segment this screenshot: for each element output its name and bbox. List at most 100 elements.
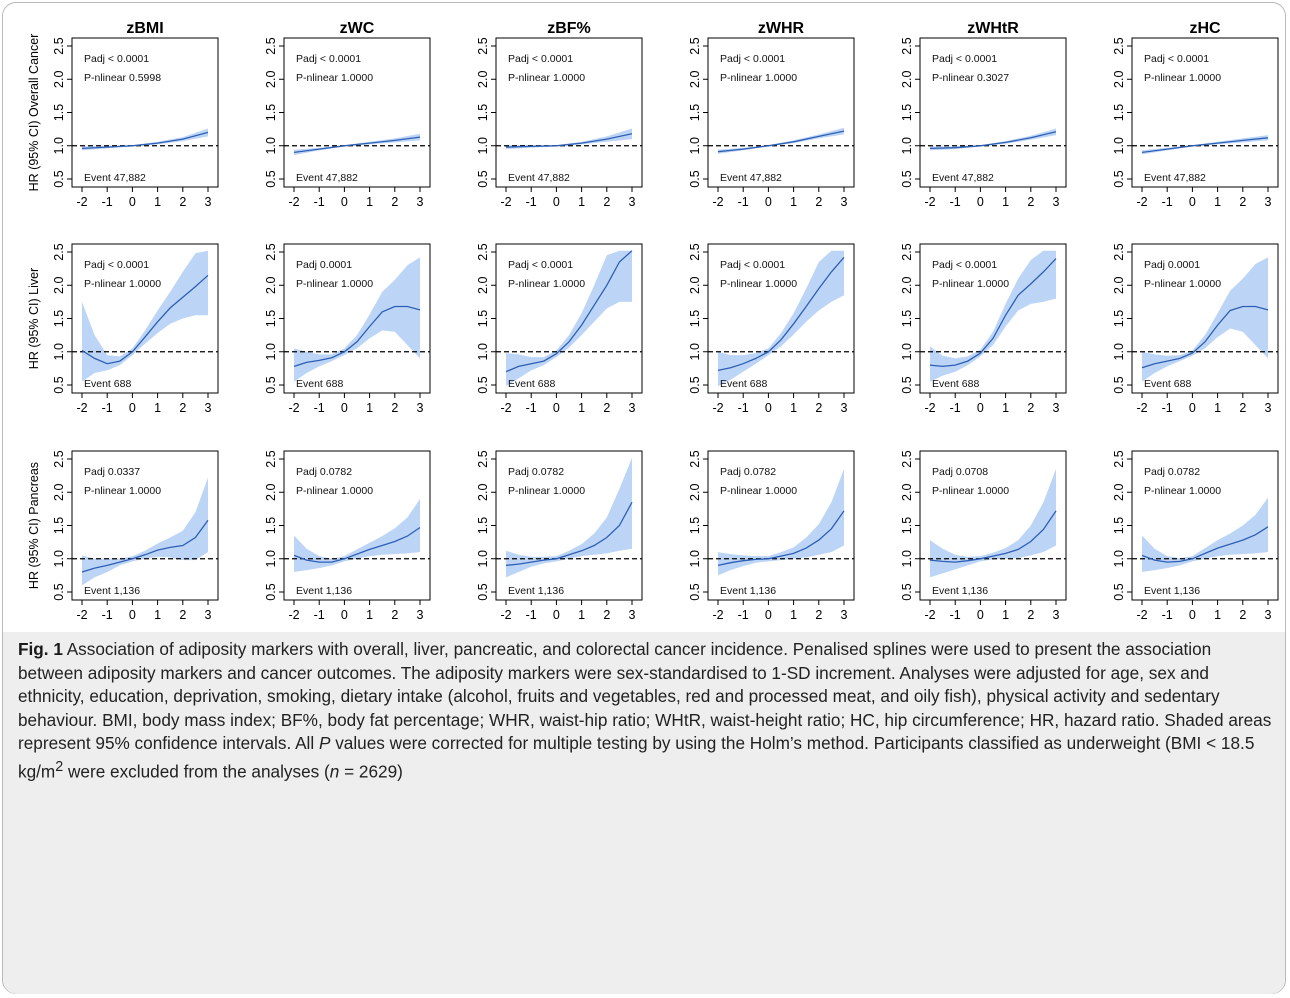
x-tick-label: 2 — [1239, 401, 1246, 415]
column-title: zBF% — [547, 20, 591, 37]
y-tick-label: 2.5 — [1112, 37, 1126, 54]
event-label: Event 47,882 — [720, 172, 782, 184]
x-tick-label: -2 — [1136, 608, 1147, 622]
caption-text-1: Association of adiposity markers with ov… — [18, 639, 1272, 753]
y-tick-label: 2.5 — [264, 37, 278, 54]
y-tick-label: 1.0 — [476, 137, 490, 154]
x-tick-label: 2 — [1027, 608, 1034, 622]
confidence-band — [294, 257, 420, 382]
spline-line — [717, 256, 845, 372]
plinear-label: P-nlinear 1.0000 — [508, 485, 585, 497]
y-tick-label: 2.5 — [52, 37, 66, 54]
x-tick-label: 2 — [1239, 195, 1246, 209]
x-tick-label: 0 — [129, 195, 136, 209]
event-label: Event 47,882 — [508, 172, 570, 184]
x-tick-label: -2 — [712, 608, 723, 622]
x-tick-label: 2 — [815, 195, 822, 209]
y-tick-label: 0.5 — [688, 583, 702, 600]
y-tick-label: 2.5 — [476, 243, 490, 260]
event-label: Event 47,882 — [932, 172, 994, 184]
y-tick-label: 0.5 — [688, 376, 702, 393]
y-tick-label: 1.5 — [900, 517, 914, 534]
y-tick-label: 2.0 — [476, 71, 490, 88]
y-tick-label: 0.5 — [900, 170, 914, 187]
x-tick-label: 2 — [603, 401, 610, 415]
panel-plot-area — [708, 127, 854, 154]
x-tick-label: 0 — [553, 195, 560, 209]
y-tick-label: 2.5 — [476, 450, 490, 467]
event-label: Event 1,136 — [720, 585, 776, 597]
x-tick-label: 1 — [578, 401, 585, 415]
x-tick-label: -1 — [314, 195, 325, 209]
y-tick-label: 2.0 — [264, 484, 278, 501]
y-tick-label: 0.5 — [52, 170, 66, 187]
x-tick-label: -2 — [288, 195, 299, 209]
x-tick-label: 3 — [629, 195, 636, 209]
x-tick-label: -2 — [924, 195, 935, 209]
spline-line — [81, 519, 209, 573]
padj-label: Padj 0.0782 — [296, 466, 352, 478]
panel-plot-area — [920, 128, 1066, 151]
caption-p-italic: P — [318, 733, 331, 753]
x-tick-label: 2 — [815, 608, 822, 622]
y-tick-label: 1.5 — [264, 517, 278, 534]
confidence-band — [718, 250, 844, 387]
plinear-label: P-nlinear 1.0000 — [1144, 485, 1221, 497]
x-tick-label: 1 — [578, 608, 585, 622]
padj-label: Padj 0.0708 — [932, 466, 988, 478]
x-tick-label: 3 — [417, 401, 424, 415]
panel-plot-area — [72, 128, 218, 151]
x-tick-label: 2 — [1027, 195, 1034, 209]
x-tick-label: -1 — [950, 608, 961, 622]
event-label: Event 688 — [84, 378, 131, 390]
x-tick-label: 0 — [765, 401, 772, 415]
x-tick-label: 3 — [629, 608, 636, 622]
x-tick-label: -1 — [102, 608, 113, 622]
x-tick-label: -1 — [1162, 401, 1173, 415]
y-tick-label: 1.0 — [264, 550, 278, 567]
padj-label: Padj 0.0001 — [1144, 259, 1200, 271]
y-tick-label: 1.5 — [52, 310, 66, 327]
y-tick-label: 0.5 — [264, 170, 278, 187]
y-tick-label: 1.0 — [52, 343, 66, 360]
panel-plot-area — [1132, 257, 1278, 382]
x-tick-label: 1 — [578, 195, 585, 209]
x-tick-label: 0 — [341, 608, 348, 622]
x-tick-label: 1 — [1214, 608, 1221, 622]
plinear-label: P-nlinear 0.3027 — [932, 72, 1009, 84]
x-tick-label: 1 — [154, 608, 161, 622]
plinear-label: P-nlinear 1.0000 — [296, 278, 373, 290]
y-tick-label: 1.0 — [1112, 343, 1126, 360]
x-tick-label: 0 — [977, 401, 984, 415]
plinear-label: P-nlinear 1.0000 — [508, 72, 585, 84]
plinear-label: P-nlinear 1.0000 — [720, 278, 797, 290]
event-label: Event 47,882 — [1144, 172, 1206, 184]
padj-label: Padj < 0.0001 — [720, 259, 785, 271]
x-tick-label: 2 — [179, 608, 186, 622]
y-tick-label: 1.0 — [1112, 137, 1126, 154]
x-tick-label: -1 — [1162, 195, 1173, 209]
caption-text-3: were excluded from the analyses ( — [63, 761, 330, 782]
y-tick-label: 1.0 — [476, 343, 490, 360]
confidence-band — [506, 457, 632, 578]
y-tick-label: 1.5 — [688, 517, 702, 534]
confidence-band — [294, 498, 420, 572]
panel-plot-area — [496, 457, 642, 578]
spline-line — [929, 258, 1057, 368]
y-tick-label: 0.5 — [264, 376, 278, 393]
y-tick-label: 0.5 — [476, 170, 490, 187]
panel-plot-area — [496, 250, 642, 387]
spline-line — [1141, 305, 1269, 369]
plinear-label: P-nlinear 1.0000 — [932, 485, 1009, 497]
x-tick-label: 0 — [765, 608, 772, 622]
x-tick-label: 0 — [1189, 195, 1196, 209]
y-tick-label: 1.5 — [476, 517, 490, 534]
y-tick-label: 2.5 — [688, 243, 702, 260]
x-tick-label: 3 — [1265, 195, 1272, 209]
y-tick-label: 2.5 — [900, 450, 914, 467]
y-tick-label: 0.5 — [476, 583, 490, 600]
x-tick-label: 3 — [205, 195, 212, 209]
padj-label: Padj < 0.0001 — [84, 259, 149, 271]
x-tick-label: 0 — [129, 401, 136, 415]
event-label: Event 1,136 — [84, 585, 140, 597]
